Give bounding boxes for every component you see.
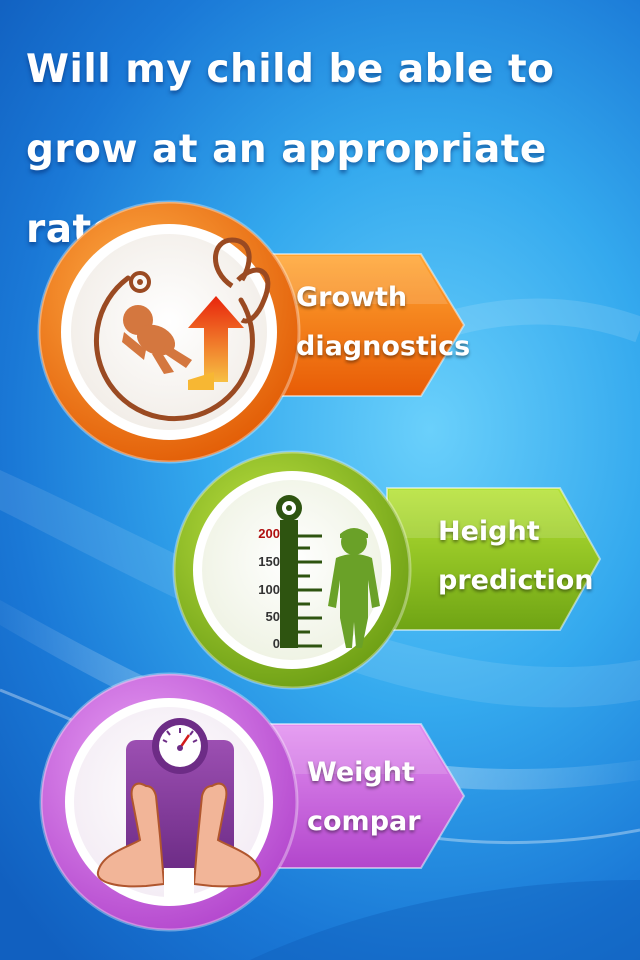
weight-label-line-1: Weight (307, 757, 415, 788)
weight-compar-label: Weight compar (307, 748, 421, 846)
growth-diagnostics-button[interactable]: Growth diagnostics (36, 200, 476, 470)
height-label-line-2: prediction (438, 565, 594, 596)
weight-label-line-2: compar (307, 806, 421, 837)
ruler-tick-labels: 200 150 100 50 0 (252, 526, 280, 658)
growth-diagnostics-graphic (37, 200, 466, 464)
height-ruler-child-icon (276, 495, 380, 648)
growth-label-line-2: diagnostics (296, 331, 471, 362)
headline-line-1: Will my child be able to (26, 47, 555, 92)
growth-label-line-1: Growth (296, 282, 408, 313)
height-prediction-graphic (172, 450, 602, 690)
weight-compar-button[interactable]: Weight compar (36, 668, 476, 938)
ruler-tick-150: 150 (258, 554, 280, 569)
ruler-tick-0: 0 (272, 636, 280, 651)
ruler-tick-200: 200 (258, 526, 280, 541)
growth-diagnostics-label: Growth diagnostics (296, 273, 470, 371)
ruler-tick-50: 50 (265, 609, 280, 624)
weight-compar-graphic (39, 672, 466, 932)
baby-growth-stethoscope-icon (93, 237, 271, 422)
weight-scale-feet-icon (96, 718, 262, 898)
height-prediction-label: Height prediction (438, 507, 593, 605)
ruler-tick-100: 100 (258, 582, 280, 597)
height-prediction-button[interactable]: 200 150 100 50 0 Height prediction (172, 430, 612, 700)
height-label-line-1: Height (438, 516, 540, 547)
